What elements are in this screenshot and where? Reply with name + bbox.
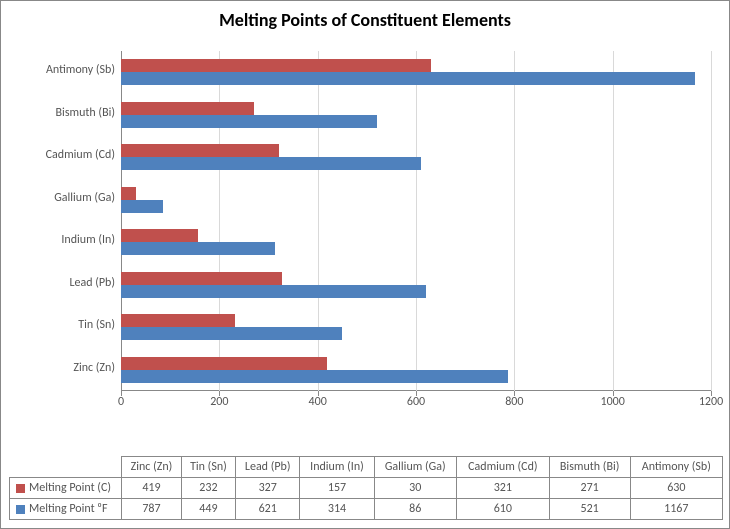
grid-line <box>416 51 417 391</box>
table-cell: 327 <box>235 478 300 499</box>
x-tick-label: 200 <box>210 395 228 409</box>
table-cell: 787 <box>122 499 182 520</box>
data-table: Zinc (Zn)Tin (Sn)Lead (Pb)Indium (In)Gal… <box>9 456 723 520</box>
bar-celsius <box>121 314 235 327</box>
table-cell: 232 <box>181 478 235 499</box>
x-tick-label: 1200 <box>699 395 723 409</box>
table-cell: 86 <box>374 499 457 520</box>
table-cell: 630 <box>630 478 722 499</box>
table-cell: 1167 <box>630 499 722 520</box>
bar-celsius <box>121 59 431 72</box>
bar-celsius <box>121 102 254 115</box>
table-cell: 621 <box>235 499 300 520</box>
table-column-header: Indium (In) <box>300 457 374 478</box>
chart-title: Melting Points of Constituent Elements <box>1 1 729 35</box>
category-label: Lead (Pb) <box>5 277 115 290</box>
table-column-header: Antimony (Sb) <box>630 457 722 478</box>
grid-line <box>613 51 614 391</box>
bar-fahrenheit <box>121 285 426 298</box>
category-label: Antimony (Sb) <box>5 64 115 77</box>
bar-fahrenheit <box>121 115 377 128</box>
table-cell: 321 <box>457 478 550 499</box>
table-column-header: Zinc (Zn) <box>122 457 182 478</box>
table-cell: 419 <box>122 478 182 499</box>
table-column-header: Lead (Pb) <box>235 457 300 478</box>
category-label: Zinc (Zn) <box>5 362 115 375</box>
category-label: Bismuth (Bi) <box>5 107 115 120</box>
table-cell: 449 <box>181 499 235 520</box>
bar-celsius <box>121 272 282 285</box>
table-column-header: Gallium (Ga) <box>374 457 457 478</box>
x-tick-label: 800 <box>505 395 523 409</box>
category-label: Cadmium (Cd) <box>5 149 115 162</box>
bar-fahrenheit <box>121 157 421 170</box>
table-column-header: Cadmium (Cd) <box>457 457 550 478</box>
table-column-header: Bismuth (Bi) <box>549 457 630 478</box>
table-column-header: Tin (Sn) <box>181 457 235 478</box>
legend-swatch <box>16 505 25 514</box>
bar-celsius <box>121 357 327 370</box>
grid-line <box>711 51 712 391</box>
series-label: Melting Point (C) <box>10 478 122 499</box>
bar-celsius <box>121 187 136 200</box>
category-label: Indium (In) <box>5 234 115 247</box>
category-label: Tin (Sn) <box>5 319 115 332</box>
legend-swatch <box>16 484 25 493</box>
category-label: Gallium (Ga) <box>5 192 115 205</box>
bar-celsius <box>121 144 279 157</box>
chart-container: Melting Points of Constituent Elements Z… <box>0 0 730 529</box>
bar-fahrenheit <box>121 200 163 213</box>
table-cell: 314 <box>300 499 374 520</box>
x-tick-label: 1000 <box>600 395 624 409</box>
table-cell: 610 <box>457 499 550 520</box>
plot-area <box>121 51 711 391</box>
table-row: Melting Point ⁰F787449621314866105211167 <box>10 499 723 520</box>
x-tick-label: 400 <box>309 395 327 409</box>
bar-fahrenheit <box>121 370 508 383</box>
table-cell: 30 <box>374 478 457 499</box>
series-label: Melting Point ⁰F <box>10 499 122 520</box>
table-cell: 521 <box>549 499 630 520</box>
x-tick-label: 0 <box>118 395 124 409</box>
bar-fahrenheit <box>121 242 275 255</box>
bar-fahrenheit <box>121 327 342 340</box>
x-tick-label: 600 <box>407 395 425 409</box>
bar-fahrenheit <box>121 72 695 85</box>
table-header-row: Zinc (Zn)Tin (Sn)Lead (Pb)Indium (In)Gal… <box>10 457 723 478</box>
table-row: Melting Point (C)41923232715730321271630 <box>10 478 723 499</box>
bar-celsius <box>121 229 198 242</box>
grid-line <box>514 51 515 391</box>
table-cell: 157 <box>300 478 374 499</box>
table-cell: 271 <box>549 478 630 499</box>
